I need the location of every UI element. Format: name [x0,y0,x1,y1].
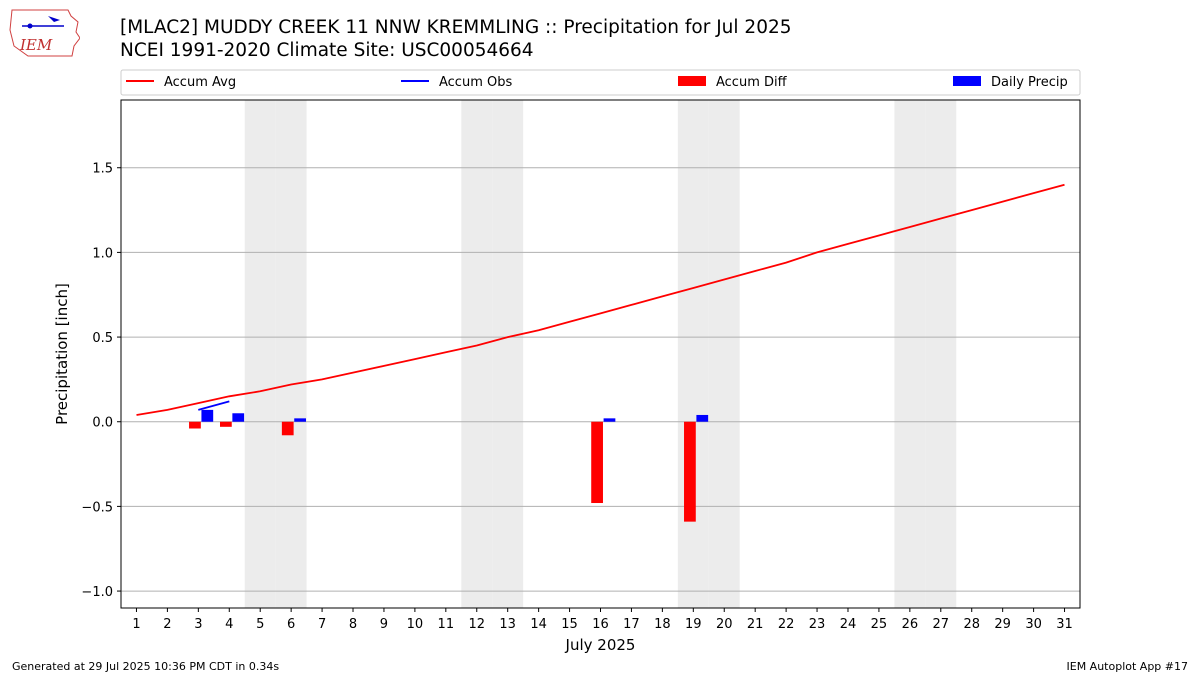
x-tick-label: 8 [349,617,357,632]
chart-subtitle: NCEI 1991-2020 Climate Site: USC00054664 [120,40,534,61]
weekend-band [461,100,493,608]
weekend-band [894,100,926,608]
legend-label-accum-obs: Accum Obs [439,75,512,90]
x-tick-label: 28 [963,617,980,632]
x-tick-label: 13 [499,617,516,632]
grid-layer [121,167,1080,592]
x-axis-label: July 2025 [565,636,636,654]
legend-label-daily-precip: Daily Precip [991,75,1068,90]
logo-text: IEM [19,36,53,54]
x-tick-label: 16 [592,617,609,632]
wind-arrow-icon [48,16,60,22]
legend-label-accum-diff: Accum Diff [716,75,788,90]
accum-diff-bar [281,421,294,436]
weekend-band [708,100,740,608]
daily-precip-bar [603,418,616,422]
daily-precip-bar [201,409,214,422]
x-tick-label: 20 [716,617,733,632]
x-tick-label: 14 [530,617,547,632]
line-layer [136,183,1065,416]
legend-swatch-daily-precip [953,76,981,86]
y-tick-label: −1.0 [81,585,113,600]
daily-precip-bar [696,414,709,422]
x-tick-label: 10 [407,617,424,632]
x-tick-label: 29 [994,617,1011,632]
bar-layer [189,409,709,522]
x-tick-label: 12 [468,617,485,632]
accum-obs-line [198,400,230,411]
accum-diff-bar [591,421,603,504]
x-tick-label: 4 [225,617,233,632]
accum-diff-bar [684,421,696,522]
y-axis-label: Precipitation [inch] [53,283,71,425]
weekend-band [925,100,957,608]
x-tick-label: 3 [194,617,202,632]
x-tick-label: 22 [778,617,795,632]
daily-precip-bar [232,413,245,422]
x-tick-label: 23 [809,617,826,632]
weekend-band [275,100,307,608]
x-tick-label: 9 [380,617,388,632]
x-tick-label: 7 [318,617,326,632]
y-tick-label: 0.0 [92,416,113,431]
weekend-band [244,100,276,608]
y-tick-label: 1.5 [92,162,113,177]
x-tick-label: 25 [871,617,888,632]
legend-box [120,69,1081,96]
y-tick-label: −0.5 [81,500,113,515]
legend-swatch-accum-diff [678,76,706,86]
iem-logo: IEM [9,9,80,57]
x-tick-label: 24 [840,617,857,632]
y-tick-label: 1.0 [92,246,113,261]
x-tick-label: 11 [438,617,455,632]
x-tick-label: 30 [1025,617,1042,632]
iowa-state-outline [9,9,80,57]
x-tick-label: 26 [902,617,919,632]
weekend-shading-layer [244,100,957,608]
legend: Accum Avg Accum Obs Accum Diff Daily Precip [120,69,1081,96]
x-tick-label: 1 [132,617,140,632]
accum-avg-line [136,183,1065,416]
x-tick-label: 19 [685,617,702,632]
axis-layer: −1.0−0.50.00.51.01.51 2 3 4 5 6 7 8 9 10 11 12 13 14 1… [81,162,1072,632]
accum-diff-bar [219,421,232,427]
x-tick-label: 2 [163,617,171,632]
daily-precip-bar [294,418,306,422]
weekend-band [492,100,524,608]
chart-title: [MLAC2] MUDDY CREEK 11 NNW KREMMLING :: … [120,17,792,38]
x-tick-label: 17 [623,617,640,632]
x-tick-label: 18 [654,617,671,632]
weekend-band [677,100,709,608]
x-tick-label: 6 [287,617,295,632]
accum-diff-bar [189,421,201,429]
x-tick-label: 15 [561,617,578,632]
legend-label-accum-avg: Accum Avg [164,75,236,90]
y-tick-label: 0.5 [92,331,113,346]
app-label: IEM Autoplot App #17 [1066,660,1189,673]
x-tick-label: 27 [933,617,950,632]
x-tick-label: 31 [1056,617,1073,632]
x-tick-label: 21 [747,617,764,632]
generated-timestamp: Generated at 29 Jul 2025 10:36 PM CDT in… [12,660,280,673]
x-tick-label: 5 [256,617,264,632]
